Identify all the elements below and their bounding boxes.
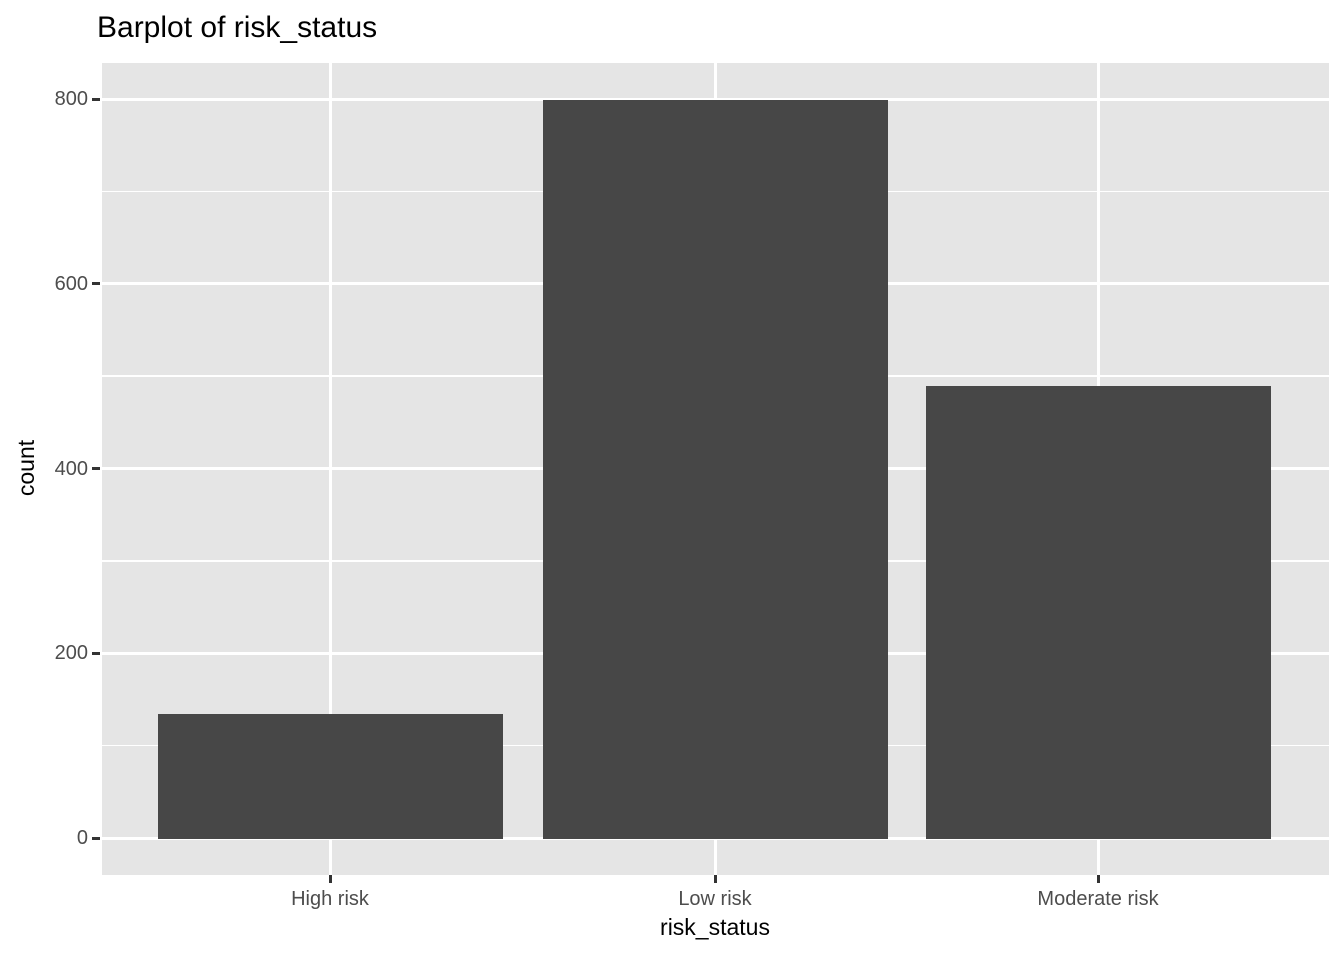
bar-low-risk — [542, 100, 888, 839]
chart-title: Barplot of risk_status — [97, 11, 378, 44]
x-tick-mark — [328, 875, 332, 883]
y-tick-mark — [92, 467, 100, 470]
y-tick-mark — [92, 651, 100, 655]
y-tick-label: 400 — [54, 457, 88, 480]
y-tick-mark — [92, 282, 100, 286]
y-tick-label: 200 — [54, 642, 88, 665]
bar-moderate-risk — [925, 386, 1271, 839]
x-tick-label: Moderate risk — [1037, 888, 1159, 910]
x-tick-mark — [713, 875, 717, 883]
x-axis-title: risk_status — [660, 914, 770, 940]
y-tick-label: 600 — [54, 272, 88, 295]
y-tick-mark — [92, 97, 100, 101]
gridline-vertical — [328, 63, 332, 875]
x-tick-label: Low risk — [678, 888, 752, 910]
plot-panel — [102, 63, 1329, 875]
x-tick-mark — [1096, 875, 1100, 883]
x-tick-label: High risk — [291, 888, 369, 910]
y-tick-label: 800 — [54, 88, 88, 110]
y-tick-mark — [92, 836, 100, 840]
bar-high-risk — [157, 714, 503, 839]
y-tick-label: 0 — [76, 827, 88, 849]
